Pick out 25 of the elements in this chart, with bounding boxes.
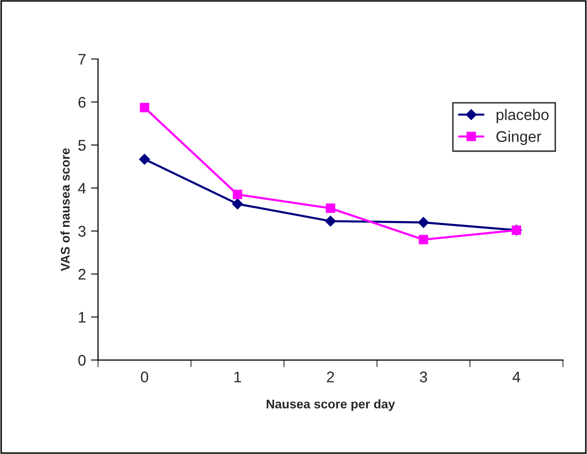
point [418, 234, 428, 244]
y-tick-label: 5 [78, 140, 86, 151]
x-tick-label: 1 [234, 372, 242, 382]
x-tick-label: 3 [420, 372, 428, 382]
y-tick-label: 7 [78, 54, 86, 65]
point [232, 190, 242, 200]
point [139, 154, 150, 165]
y-axis-title: VAS of nausea score [60, 148, 70, 272]
point [232, 198, 243, 210]
y-tick-label: 4 [78, 183, 86, 194]
point [326, 204, 336, 213]
x-tick-label: 4 [512, 372, 520, 382]
y-tick-label: 3 [78, 226, 86, 237]
legend-label: placebo [496, 108, 549, 124]
y-tick-label: 0 [78, 354, 86, 366]
y-tick-label: 1 [78, 312, 86, 323]
x-axis-title: Nausea score per day [266, 399, 396, 411]
point [325, 216, 336, 227]
x-tick-label: 2 [327, 372, 334, 382]
legend-label: Ginger [496, 130, 542, 146]
point [140, 102, 150, 112]
x-tick-label: 0 [140, 372, 148, 382]
y-tick-label: 2 [78, 268, 86, 280]
point [418, 216, 429, 228]
y-tick-label: 6 [78, 96, 86, 108]
